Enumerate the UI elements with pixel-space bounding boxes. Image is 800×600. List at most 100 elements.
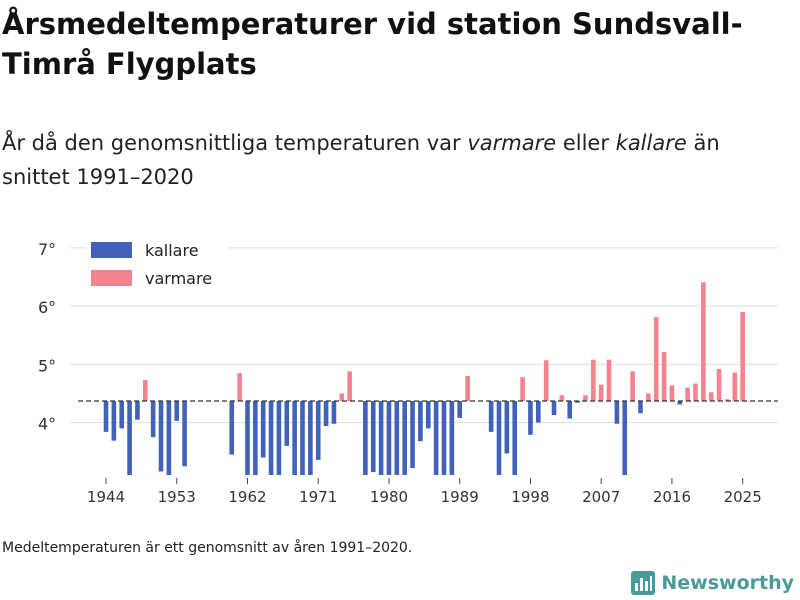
cold-bar: [127, 401, 132, 475]
cold-bar: [512, 401, 518, 475]
warm-bar: [646, 393, 651, 402]
cold-bar: [331, 401, 337, 424]
legend-swatch-warmer: [91, 270, 132, 286]
brand-name: Newsworthy: [661, 572, 794, 594]
x-tick-label: 1989: [441, 488, 479, 506]
warm-bar: [716, 368, 722, 402]
cold-bar: [504, 401, 510, 454]
warm-bar: [347, 371, 352, 402]
warm-bar: [559, 395, 565, 402]
cold-bar: [622, 401, 628, 475]
warm-bar: [732, 372, 738, 402]
x-tick-label: 1998: [511, 488, 549, 506]
cold-bar: [276, 401, 282, 475]
cold-bar: [378, 401, 384, 475]
warm-bar: [520, 377, 525, 402]
cold-bar: [363, 401, 368, 475]
cold-bar: [551, 401, 557, 416]
cold-bar: [103, 401, 109, 432]
x-tick-label: 2007: [582, 488, 620, 506]
cold-bar: [536, 401, 541, 423]
cold-bar: [410, 401, 415, 469]
warm-bar: [630, 371, 635, 402]
chart-title: Årsmedeltemperaturer vid station Sundsva…: [2, 7, 743, 81]
warm-bar: [237, 373, 242, 402]
cold-bar: [268, 401, 274, 475]
cold-bar: [575, 401, 580, 403]
cold-bar: [386, 401, 392, 475]
cold-bar: [300, 401, 305, 475]
cold-bar: [457, 401, 462, 418]
x-tick-label: 1962: [228, 488, 266, 506]
warm-bar: [543, 360, 549, 402]
cold-bar: [638, 401, 643, 414]
cold-bar: [488, 401, 494, 432]
cold-bar: [614, 401, 620, 424]
warm-bar: [591, 359, 596, 402]
warm-bar: [661, 352, 667, 402]
bar-chart-logo-icon: [631, 571, 656, 595]
cold-bar: [449, 401, 455, 475]
warm-bar: [653, 317, 659, 402]
subtitle-warm-word: varmare: [467, 131, 557, 155]
warm-bar: [669, 385, 675, 402]
x-tick-label: 1980: [370, 488, 408, 506]
warm-bar: [598, 384, 604, 402]
temperature-bar-chart: 4° 5° 6° 7° 1944 1953 1962 1971 1980 1989 1998 200…: [38, 234, 778, 506]
x-tick-label: 2016: [653, 488, 691, 506]
cold-bar: [441, 401, 447, 475]
cold-bar: [370, 401, 376, 473]
cold-bar: [284, 401, 290, 446]
subtitle-text-3: än snittet 1991–2020: [2, 131, 720, 189]
chart-legend: kallare varmare: [86, 234, 228, 298]
y-tick-label: 6°: [38, 298, 56, 317]
cold-bar: [119, 401, 125, 429]
warm-bar: [701, 282, 706, 402]
y-axis-labels: 4° 5° 6° 7°: [38, 240, 56, 434]
y-tick-label: 5°: [38, 356, 56, 375]
warm-bar: [685, 387, 690, 402]
legend-label-warmer: varmare: [145, 269, 212, 288]
cold-bar: [528, 401, 533, 435]
y-tick-label: 7°: [38, 240, 56, 259]
cold-bar: [292, 401, 297, 475]
warm-bar: [693, 383, 698, 402]
warm-bar: [606, 359, 612, 402]
cold-bar: [150, 401, 156, 438]
subtitle-text-2: eller: [556, 131, 616, 155]
cold-bar: [158, 401, 164, 472]
subtitle-cold-word: kallare: [615, 131, 687, 155]
cold-bar: [418, 401, 423, 442]
legend-swatch-colder: [91, 242, 132, 258]
x-tick-label: 2025: [724, 488, 762, 506]
cold-bar: [323, 401, 329, 427]
x-tick-label: 1944: [87, 488, 125, 506]
cold-bar: [308, 401, 313, 475]
cold-bar: [425, 401, 431, 429]
brand-logo: Newsworthy: [631, 566, 794, 600]
cold-bar: [260, 401, 266, 458]
cold-bar: [496, 401, 502, 475]
x-axis: 1944 1953 1962 1971 1980 1989 1998 2007 2016 2025: [87, 478, 762, 506]
warm-bar: [143, 380, 148, 402]
cold-bar: [174, 401, 180, 421]
cold-bar: [229, 401, 235, 455]
warm-bar: [724, 399, 730, 402]
cold-bar: [402, 401, 407, 475]
cold-bar: [315, 401, 321, 460]
cold-bar: [567, 401, 573, 419]
cold-bar: [394, 401, 400, 475]
subtitle-text-1: År då den genomsnittliga temperaturen va…: [2, 131, 468, 155]
x-tick-label: 1953: [158, 488, 196, 506]
temperature-bars: [103, 282, 745, 475]
y-tick-label: 4°: [38, 415, 56, 434]
warm-bar: [465, 375, 470, 402]
cold-bar: [245, 401, 250, 475]
cold-bar: [135, 401, 140, 420]
x-tick-label: 1971: [299, 488, 337, 506]
cold-bar: [677, 401, 683, 405]
warm-bar: [740, 311, 745, 402]
cold-bar: [111, 401, 117, 441]
cold-bar: [182, 401, 187, 467]
footnote: Medeltemperaturen är ett genomsnitt av å…: [2, 540, 413, 556]
